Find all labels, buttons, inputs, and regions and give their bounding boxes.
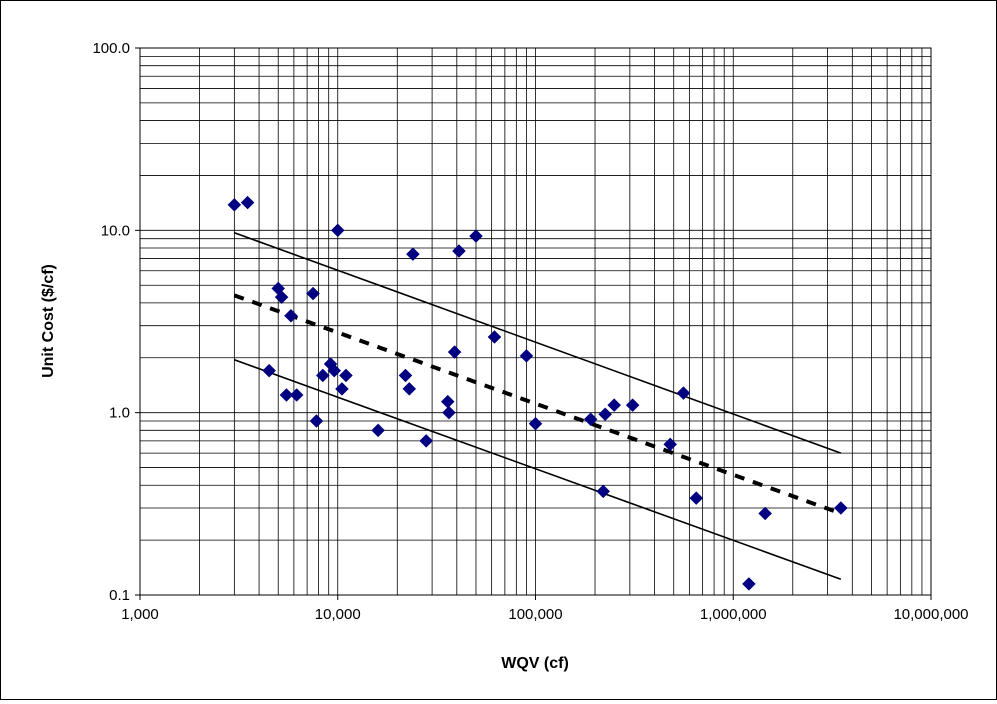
data-point [262,363,277,378]
y-tick-label: 10.0 [101,222,130,239]
data-point [398,368,413,383]
x-tick-label: 10,000 [315,606,361,623]
data-point [402,382,417,396]
y-tick-label: 1.0 [109,405,130,422]
trend-line-dashed [233,293,842,516]
x-axis-ticks: 1,000 10,000 100,000 1,000,000 10,000,000 [121,595,969,623]
data-point [487,330,502,344]
data-point [315,368,330,383]
x-tick-label: 10,000,000 [893,606,968,623]
data-point [327,363,342,378]
data-point [607,398,622,412]
trend-line-solid [234,231,842,454]
x-tick-label: 1,000,000 [700,606,767,623]
data-point [274,290,289,305]
data-point [583,412,598,427]
trend-line-solid [234,359,842,581]
data-point [442,405,456,420]
trend-lines [233,231,842,581]
data-point [289,388,304,402]
y-tick-label: 0.1 [109,587,130,604]
data-points [227,195,848,591]
data-point [284,308,298,323]
data-point [519,348,534,363]
data-point [758,506,773,521]
data-point [279,388,294,402]
data-point [469,229,483,243]
x-tick-label: 100,000 [508,606,562,623]
data-point [598,407,612,422]
y-tick-label: 100.0 [92,40,130,57]
data-point [447,345,462,359]
data-point [335,382,349,396]
data-point [676,386,691,400]
data-point [227,197,242,212]
data-point [452,244,466,258]
y-axis-title: Unit Cost ($/cf) [40,264,57,378]
data-point [663,437,678,452]
data-point [689,491,704,505]
data-point [419,434,434,448]
data-point [833,501,848,515]
data-point [339,368,353,383]
x-axis-title: WQV (cf) [501,655,569,672]
data-point [742,577,756,591]
data-point [625,398,640,412]
data-point [371,423,385,438]
data-point [240,195,255,210]
data-point [406,247,420,262]
data-point [306,286,320,301]
data-point [330,223,345,238]
y-axis-ticks: 0.1 1.0 10.0 100.0 [92,40,140,604]
data-point [596,484,611,499]
data-point [309,414,324,428]
data-point [528,416,543,431]
x-tick-label: 1,000 [121,606,159,623]
